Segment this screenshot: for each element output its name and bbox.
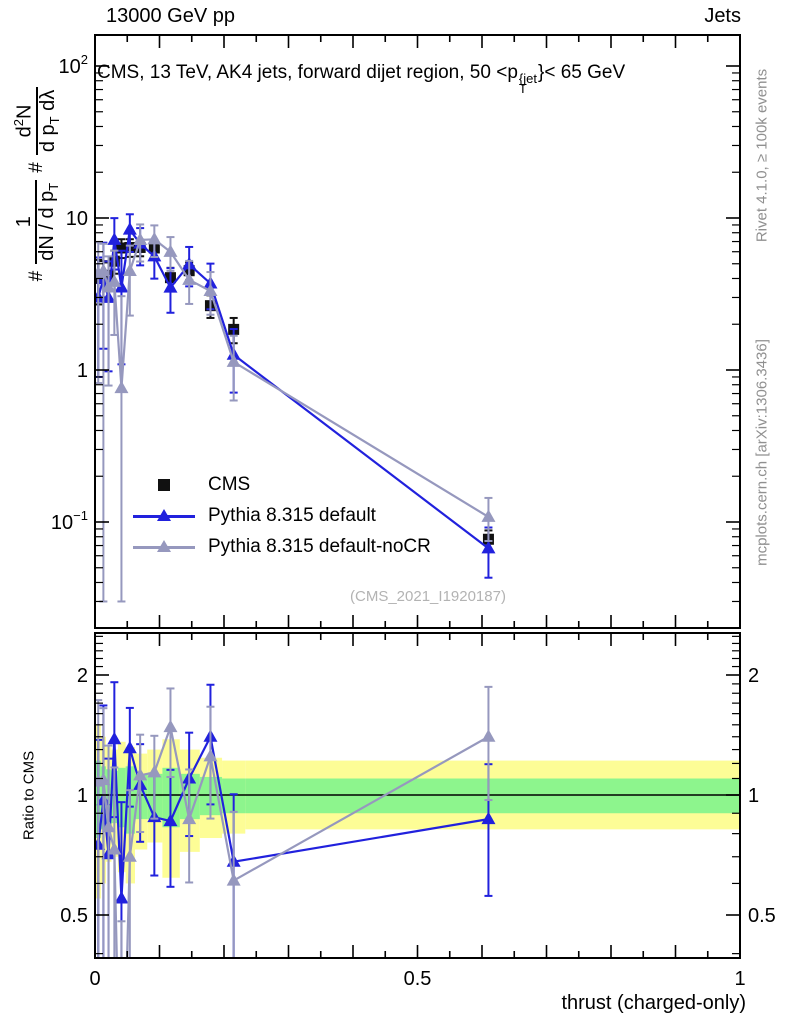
sharp-symbol: # xyxy=(26,162,47,173)
svg-text:102: 102 xyxy=(59,52,88,78)
svg-text:0.5: 0.5 xyxy=(60,905,88,927)
svg-text:1: 1 xyxy=(734,968,745,990)
pythia-nocr-triangle-marker xyxy=(133,537,195,557)
legend-item-pythia-nocr: Pythia 8.315 default-noCR xyxy=(133,531,431,562)
analysis-group-header: Jets xyxy=(704,5,741,27)
analysis-id-watermark: (CMS_2021_I1920187) xyxy=(350,588,506,605)
svg-text:1: 1 xyxy=(748,785,759,807)
main-panel-series xyxy=(95,213,496,603)
beam-energy-header: 13000 GeV pp xyxy=(106,5,235,27)
rivet-version-note: Rivet 4.1.0, ≥ 100k events xyxy=(753,68,771,243)
plot-title: CMS, 13 TeV, AK4 jets, forward dijet reg… xyxy=(97,62,626,97)
legend-item-cms: CMS xyxy=(133,469,431,500)
ratio-panel-series xyxy=(95,681,740,958)
svg-text:1: 1 xyxy=(77,360,88,382)
svg-text:0.5: 0.5 xyxy=(404,968,432,990)
ratio-axis-label: Ratio to CMS xyxy=(20,750,38,841)
mcplots-credit-note: mcplots.cern.ch [arXiv:1306.3436] xyxy=(753,339,771,566)
legend-label-pythia-default: Pythia 8.315 default xyxy=(208,504,376,526)
legend: CMS Pythia 8.315 default Pythia 8.315 de… xyxy=(133,469,431,562)
pt-jet-supsub: {jet T xyxy=(518,71,537,97)
legend-label-pythia-nocr: Pythia 8.315 default-noCR xyxy=(208,535,431,557)
y-axis-fraction-2: d2N d pT dλ xyxy=(11,86,62,156)
svg-text:1: 1 xyxy=(77,785,88,807)
svg-text:0: 0 xyxy=(89,968,100,990)
x-axis-label: thrust (charged-only) xyxy=(561,992,746,1014)
sharp-symbol: # xyxy=(26,270,47,282)
y-axis-fraction-1: 1 dN / d pT xyxy=(13,179,61,264)
tick-labels: 102 10 1 10−1 2 2 1 1 0.5 0.5 0 0.5 1 xyxy=(51,52,776,990)
svg-text:2: 2 xyxy=(77,665,88,687)
legend-item-pythia-default: Pythia 8.315 default xyxy=(133,500,431,531)
y-axis-label: # 1 dN / d pT # d2N d pT dλ xyxy=(5,25,69,343)
svg-text:2: 2 xyxy=(748,665,759,687)
axes-and-ticks xyxy=(94,34,741,959)
legend-label-cms: CMS xyxy=(208,473,251,495)
svg-text:0.5: 0.5 xyxy=(748,905,776,927)
cms-square-marker xyxy=(133,475,195,495)
svg-text:10: 10 xyxy=(66,208,88,230)
pythia-default-triangle-marker xyxy=(133,506,195,526)
svg-text:10−1: 10−1 xyxy=(51,508,88,534)
